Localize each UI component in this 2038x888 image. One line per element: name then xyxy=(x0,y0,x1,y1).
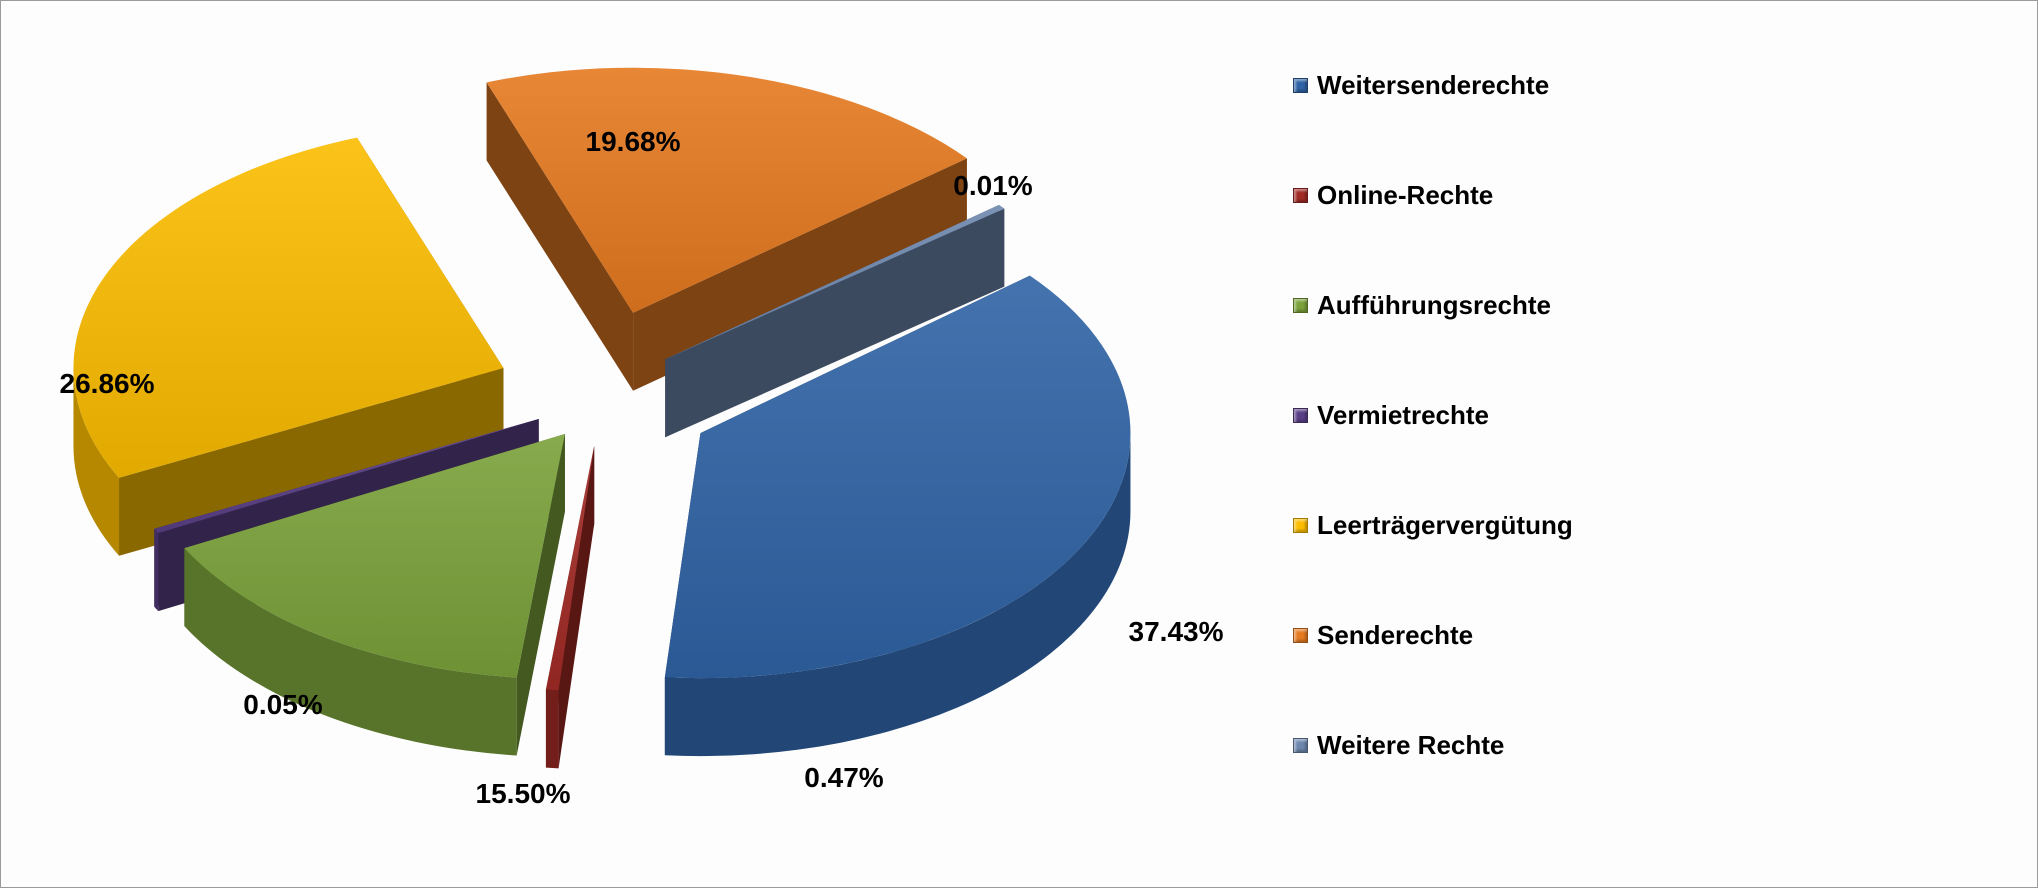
data-label-auffuehrungsrechte: 15.50% xyxy=(476,778,571,809)
pie-slice-weitere-rechte xyxy=(665,204,1005,438)
pie-slice-senderechte xyxy=(486,67,967,391)
legend-item-leertraegerverguetung: Leerträgervergütung xyxy=(1293,505,1573,545)
legend-swatch xyxy=(1293,297,1308,313)
legend-label: Senderechte xyxy=(1317,619,1474,650)
legend-swatch xyxy=(1293,187,1308,203)
legend-swatch xyxy=(1293,77,1308,93)
pie-slice-online-rechte xyxy=(545,446,595,769)
legend-item-vermietrechte: Vermietrechte xyxy=(1293,395,1489,435)
data-label-weitere-rechte: 0.01% xyxy=(953,170,1032,201)
pie-slice-leertraegerverguetung xyxy=(73,137,504,556)
pie-slice-weitersenderechte xyxy=(664,275,1131,757)
data-label-online-rechte: 0.47% xyxy=(804,762,883,793)
legend-label: Weitersenderechte xyxy=(1317,69,1550,100)
legend-swatch xyxy=(1293,627,1308,643)
legend-label: Leerträgervergütung xyxy=(1317,509,1573,540)
legend-item-senderechte: Senderechte xyxy=(1293,615,1473,655)
legend-swatch xyxy=(1293,407,1308,423)
data-label-weitersenderechte: 37.43% xyxy=(1129,616,1224,647)
legend-label: Weitere Rechte xyxy=(1317,729,1505,760)
legend-swatch xyxy=(1293,517,1308,533)
legend-item-online-rechte: Online-Rechte xyxy=(1293,175,1493,215)
data-label-senderechte: 19.68% xyxy=(586,126,681,157)
pie-slice-auffuehrungsrechte xyxy=(184,434,565,756)
legend-label: Online-Rechte xyxy=(1317,179,1494,210)
legend-label: Aufführungsrechte xyxy=(1317,289,1551,320)
data-label-leertraegerverguetung: 26.86% xyxy=(60,368,155,399)
legend-swatch xyxy=(1293,737,1308,753)
data-label-vermietrechte: 0.05% xyxy=(243,689,322,720)
legend-item-weitere-rechte: Weitere Rechte xyxy=(1293,725,1504,765)
legend-label: Vermietrechte xyxy=(1317,399,1489,430)
legend-item-weitersenderechte: Weitersenderechte xyxy=(1293,65,1549,105)
legend-item-auffuehrungsrechte: Aufführungsrechte xyxy=(1293,285,1551,325)
